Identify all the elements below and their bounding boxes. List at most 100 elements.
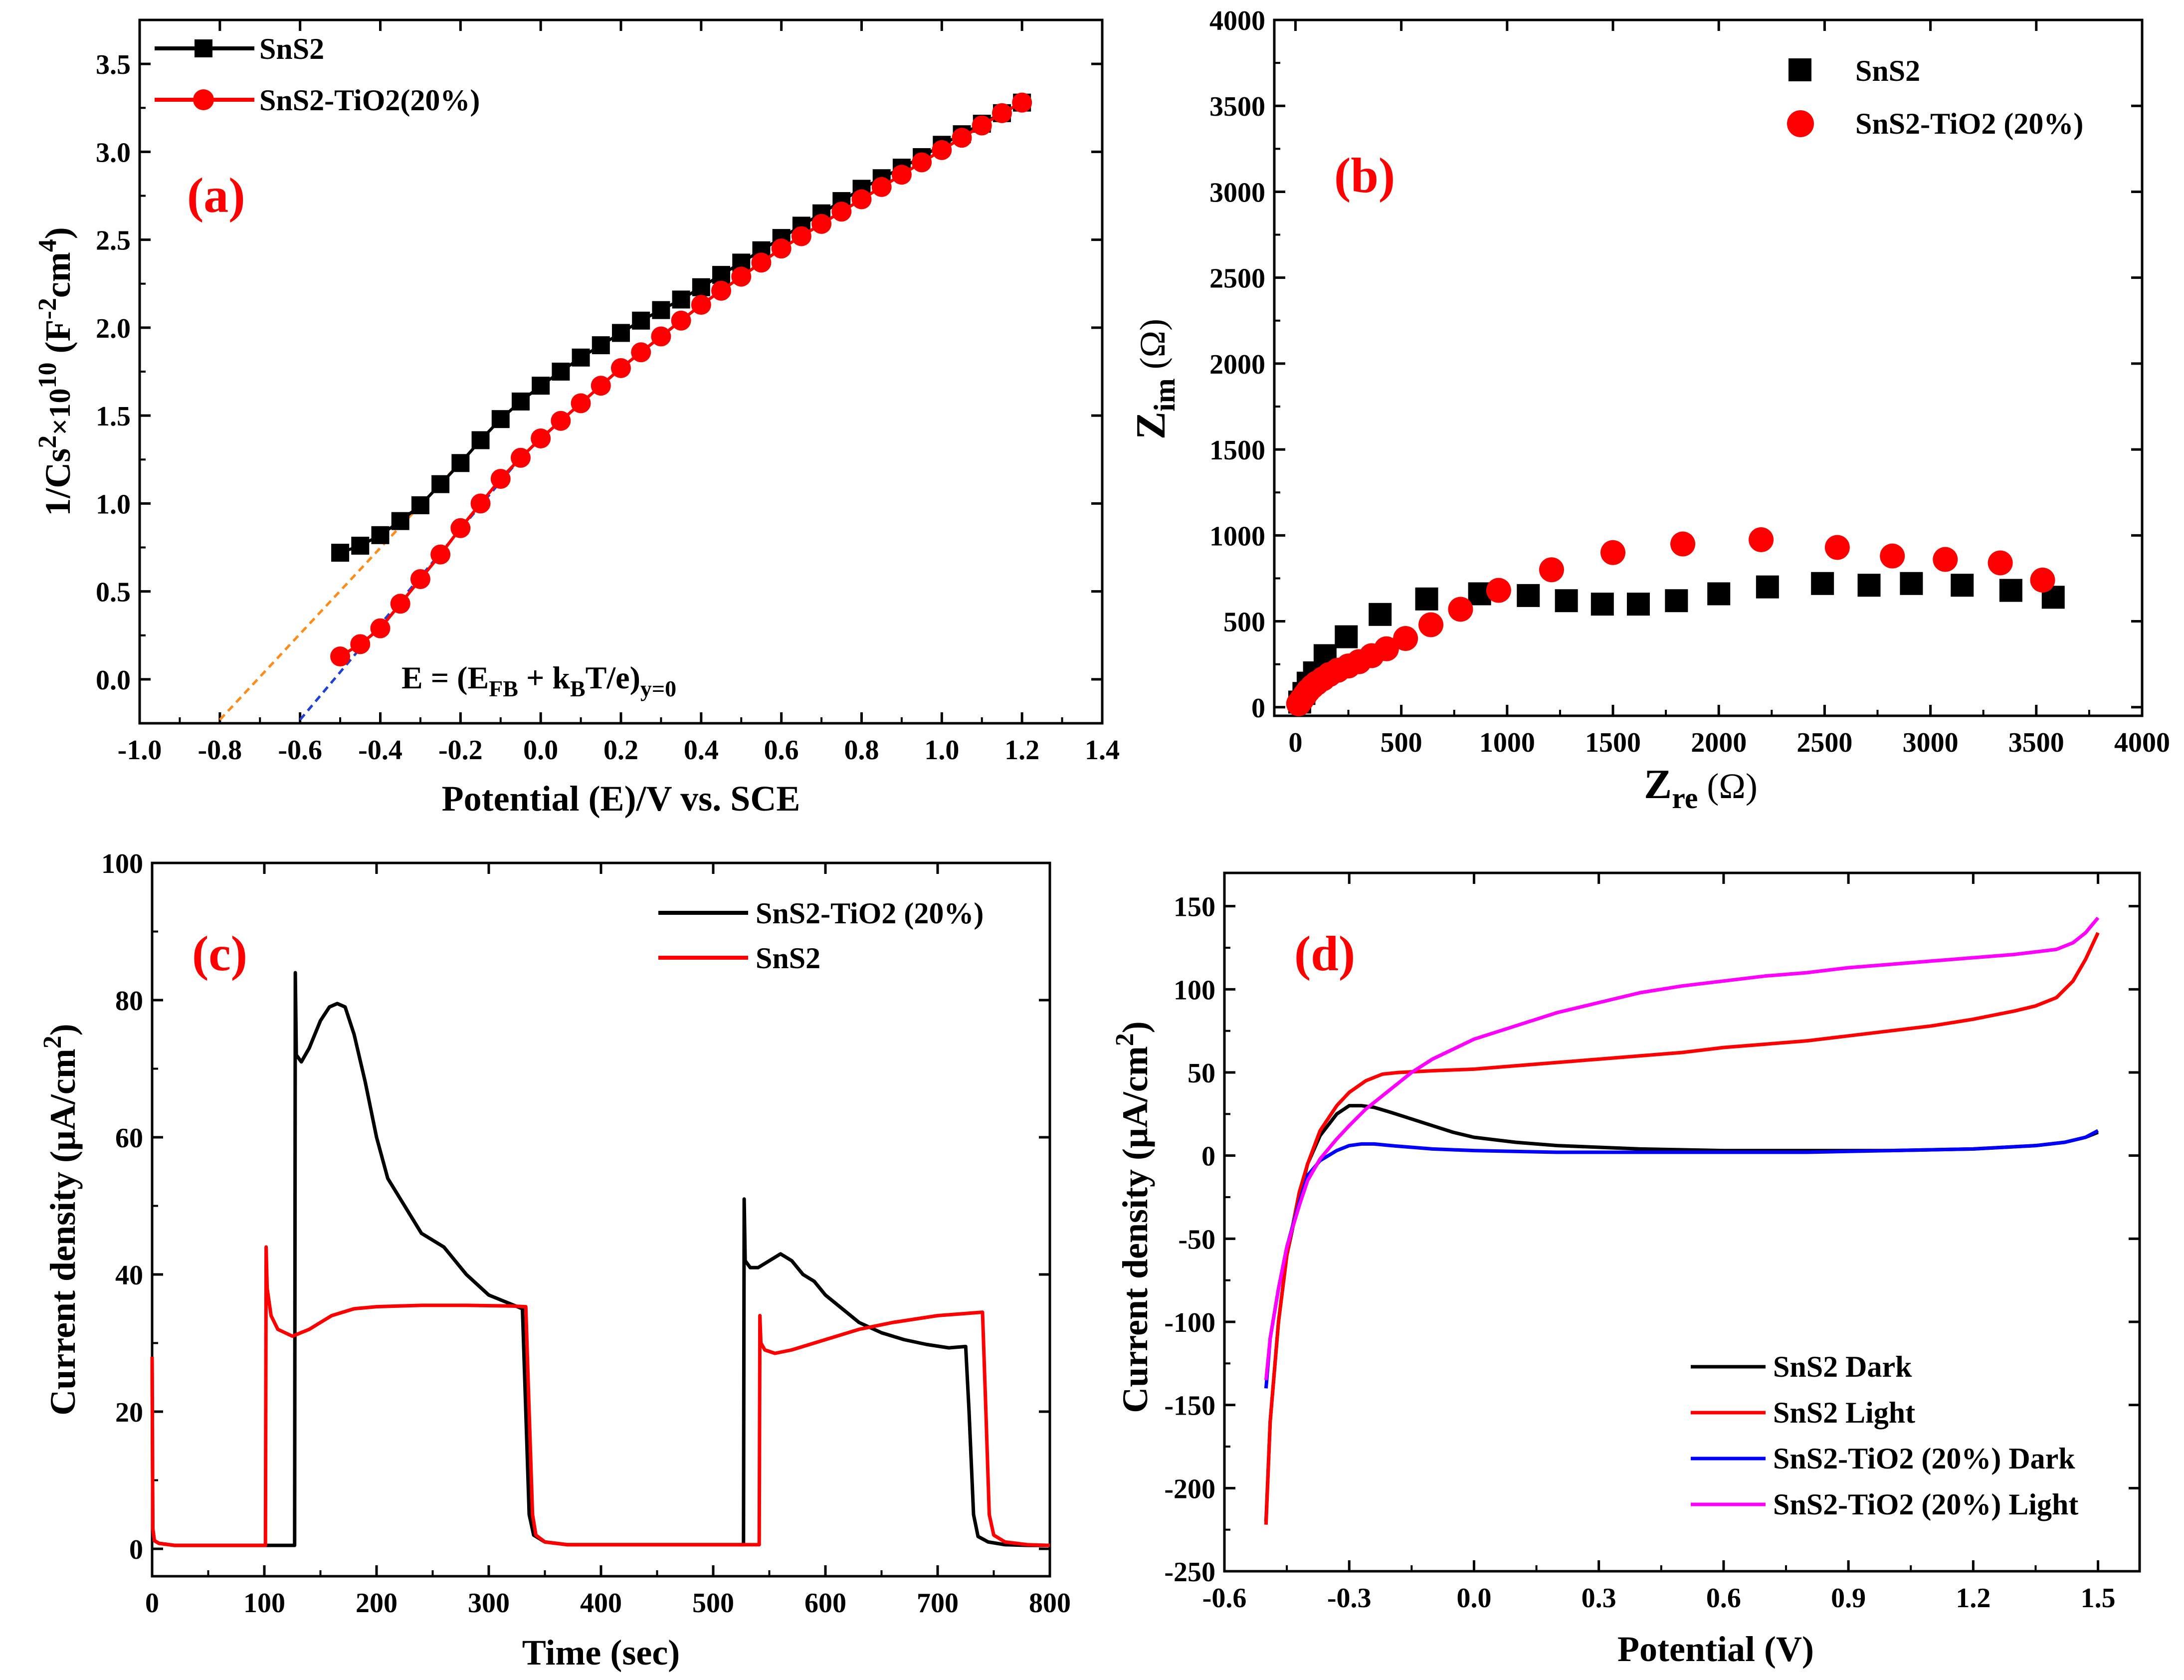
data-point-circle <box>952 128 972 148</box>
data-point-circle <box>1012 92 1032 113</box>
data-point-square <box>1756 575 1779 599</box>
x-tick-label: 500 <box>692 1588 734 1619</box>
panel-c-label: (c) <box>192 926 247 981</box>
x-tick-label: 1000 <box>1479 727 1535 758</box>
legend-marker-square-icon <box>1788 58 1811 81</box>
data-point-square <box>511 392 530 411</box>
data-point-circle <box>1448 597 1473 622</box>
data-point-circle <box>1670 531 1696 557</box>
x-tick-label: 1.2 <box>1956 1583 1990 1614</box>
y-tick-label: 1500 <box>1209 435 1265 466</box>
x-tick-label: -0.2 <box>438 735 483 766</box>
data-point-circle <box>551 411 571 431</box>
data-point-square <box>1999 579 2022 602</box>
x-tick-label: 0 <box>1288 727 1302 758</box>
data-point-circle <box>912 152 932 173</box>
x-tick-label: 0.4 <box>684 735 719 766</box>
data-point-circle <box>932 140 952 160</box>
x-tick-label: 0.0 <box>1456 1583 1491 1614</box>
x-tick-label: 1.2 <box>1004 735 1039 766</box>
panel-c-tick-labels: 0 100 200 300 400 500 600 700 800 0 20 40 60 80 100 <box>101 848 1071 1619</box>
data-point-square <box>1369 603 1392 626</box>
y-tick-label: 3.0 <box>96 137 131 168</box>
fit-line <box>299 457 522 721</box>
data-point-circle <box>1987 550 2013 576</box>
data-point-square <box>431 475 450 493</box>
data-point-circle <box>851 189 872 210</box>
y-tick-label: 4000 <box>1209 5 1265 36</box>
panel-c-ticks <box>151 861 1051 1576</box>
y-tick-label: 3.5 <box>96 49 131 80</box>
data-point-circle <box>1539 557 1564 583</box>
data-point-circle <box>1749 527 1774 552</box>
x-tick-label: 0.9 <box>1831 1583 1866 1614</box>
data-point-square <box>351 536 370 555</box>
data-point-circle <box>1880 543 1905 569</box>
y-tick-label: 0.5 <box>96 577 131 608</box>
data-point-square <box>1517 584 1540 607</box>
data-point-circle <box>651 326 671 347</box>
x-tick-label: 3000 <box>1903 727 1959 758</box>
panel-c-legend: SnS2-TiO2 (20%) SnS2 <box>658 897 984 975</box>
legend-label-sns2-tio2: SnS2-TiO2(20%) <box>259 84 480 117</box>
panel-d-series <box>1264 916 2100 1525</box>
data-point-circle <box>972 115 992 136</box>
y-tick-label: 0 <box>129 1534 143 1565</box>
x-tick-label: 4000 <box>2114 727 2170 758</box>
data-point-circle <box>591 376 611 396</box>
x-tick-label: 300 <box>468 1588 510 1619</box>
legend-label-sns2-tio2: SnS2-TiO2 (20%) <box>756 897 984 930</box>
data-point-circle <box>571 393 591 414</box>
y-tick-label: 0.0 <box>96 665 131 696</box>
data-point-square <box>532 377 550 395</box>
x-tick-label: 0.8 <box>844 735 879 766</box>
panel-a-legend: SnS2 SnS2-TiO2(20%) <box>155 32 480 117</box>
data-point-circle <box>490 469 511 489</box>
x-tick-label: 400 <box>580 1588 622 1619</box>
data-point-circle <box>430 544 451 565</box>
x-tick-label: 0 <box>145 1588 159 1619</box>
data-point-circle <box>791 226 811 246</box>
x-tick-label: -0.6 <box>1202 1583 1247 1614</box>
panel-b-label: (b) <box>1334 148 1395 203</box>
x-tick-label: -0.6 <box>278 735 322 766</box>
legend-marker-circle-icon <box>1787 110 1814 137</box>
data-point-circle <box>611 358 631 378</box>
x-tick-label: 2000 <box>1691 727 1747 758</box>
data-point-circle <box>671 310 691 331</box>
y-tick-label: 50 <box>1188 1058 1215 1089</box>
panel-b-series <box>1286 527 2065 716</box>
panel-c-y-axis-label: Current density (μA/cm2) <box>38 1024 83 1415</box>
data-point-circle <box>450 518 471 538</box>
y-tick-label: 1.5 <box>96 401 131 432</box>
x-tick-label: 0.3 <box>1582 1583 1616 1614</box>
data-point-square <box>491 410 510 428</box>
y-tick-label: 2000 <box>1209 349 1265 380</box>
y-tick-label: 2.5 <box>96 225 131 256</box>
data-point-circle <box>350 634 371 654</box>
data-point-circle <box>1600 540 1626 565</box>
data-point-circle <box>510 447 531 468</box>
data-point-circle <box>831 202 852 222</box>
data-point-circle <box>811 213 832 234</box>
y-tick-label: 500 <box>1223 607 1265 638</box>
panel-b-chart: 0 500 1000 1500 2000 2500 3000 3500 4000 0 500 1000… <box>1128 5 2170 815</box>
x-tick-label: 1500 <box>1585 727 1641 758</box>
data-point-circle <box>1933 547 1958 572</box>
legend-marker-circle-icon <box>193 89 214 110</box>
panel-a-label: (a) <box>187 168 245 223</box>
panel-d-x-axis-label: Potential (V) <box>1617 1629 1814 1669</box>
y-tick-label: 1000 <box>1209 521 1265 552</box>
data-point-square <box>411 496 429 514</box>
y-tick-label: 2500 <box>1209 263 1265 294</box>
series-line <box>150 1245 1050 1547</box>
legend-label-sns2-tio2-dark: SnS2-TiO2 (20%) Dark <box>1773 1442 2075 1475</box>
y-tick-label: 3500 <box>1209 91 1265 122</box>
data-point-square <box>471 431 490 449</box>
data-point-circle <box>390 594 410 614</box>
legend-label-sns2-tio2: SnS2-TiO2 (20%) <box>1855 107 2083 140</box>
data-point-circle <box>711 280 732 301</box>
data-point-square <box>1811 572 1834 595</box>
y-tick-label: 100 <box>101 848 143 879</box>
